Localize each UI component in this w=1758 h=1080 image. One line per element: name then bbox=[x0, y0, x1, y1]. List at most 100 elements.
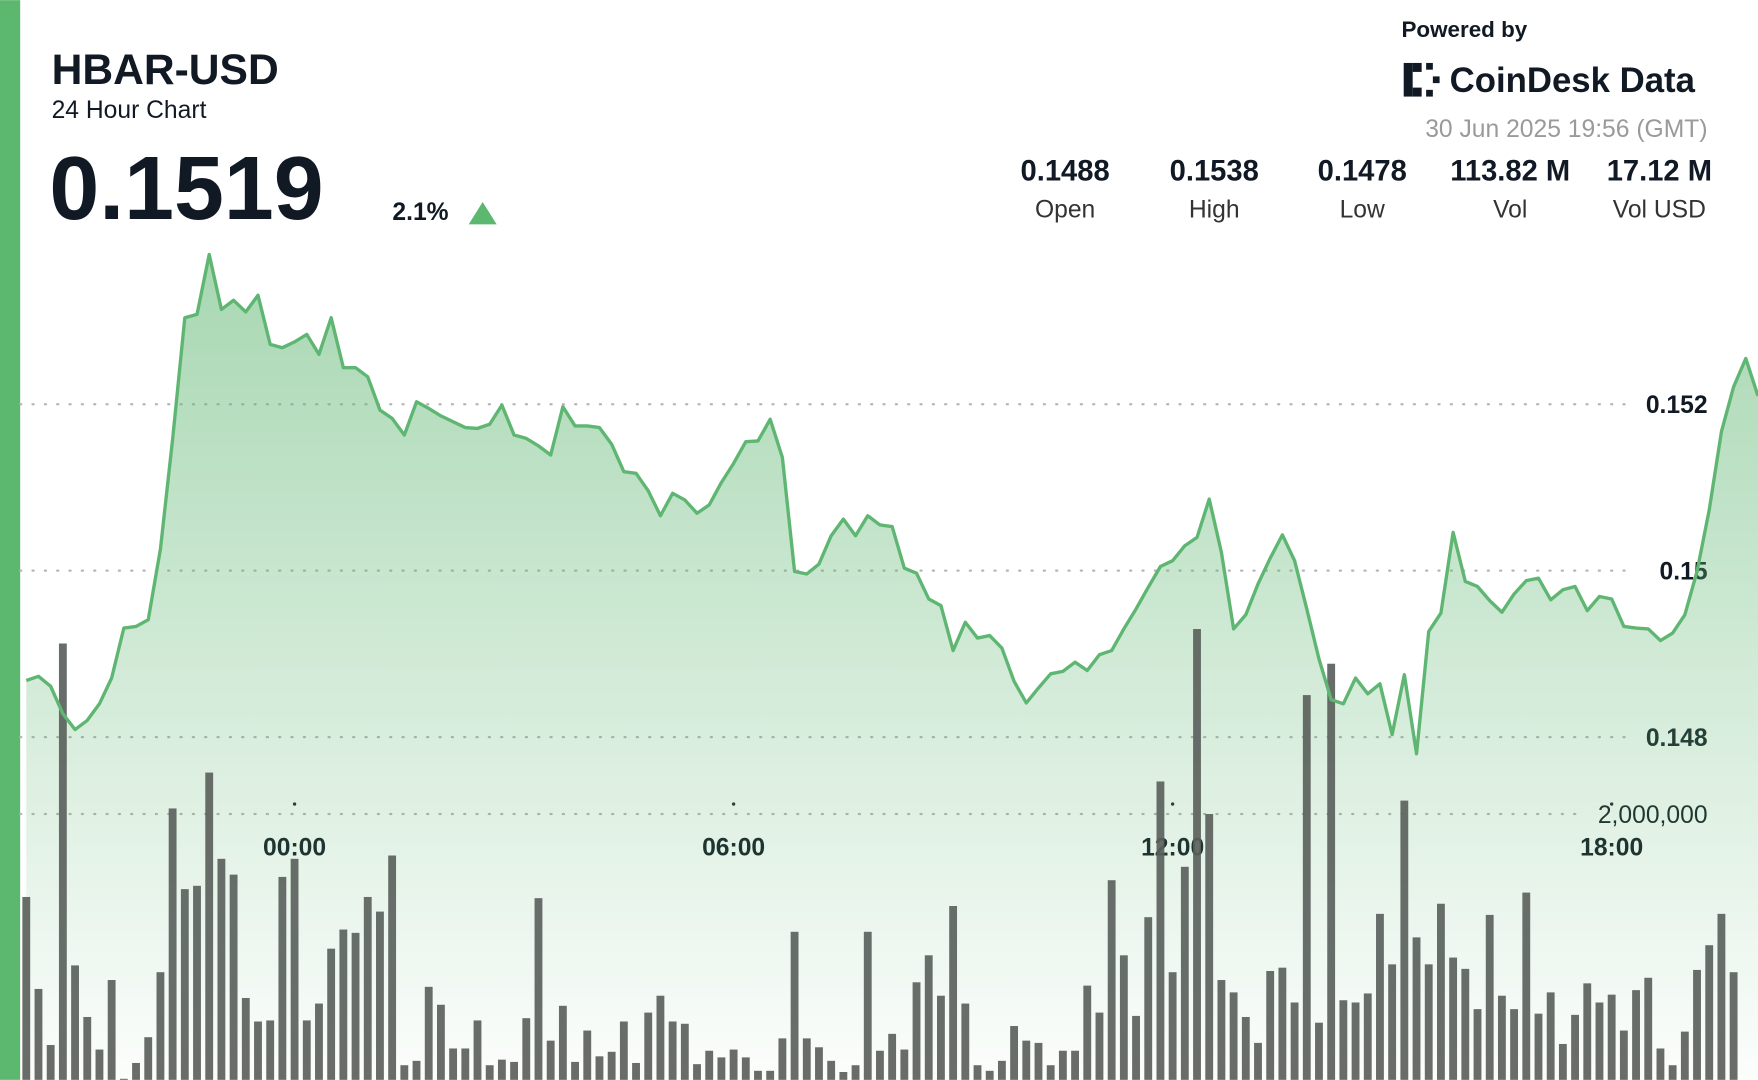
volume-bar bbox=[973, 1065, 982, 1080]
volume-bar bbox=[205, 772, 214, 1080]
volume-bar bbox=[510, 1061, 519, 1080]
volume-bar bbox=[1071, 1050, 1079, 1080]
volume-bar bbox=[1571, 1014, 1579, 1080]
timestamp: 30 Jun 2025 19:56 (GMT) bbox=[1425, 116, 1707, 143]
volume-bar bbox=[595, 1056, 604, 1080]
y-tick-label: 0.152 bbox=[1646, 392, 1708, 419]
volume-bar bbox=[1046, 1065, 1055, 1080]
volume-bar bbox=[1290, 1002, 1299, 1080]
volume-bar bbox=[1083, 985, 1092, 1080]
volume-bar bbox=[71, 965, 79, 1080]
volume-bar bbox=[412, 1060, 421, 1080]
volume-bar bbox=[266, 1020, 275, 1080]
volume-bar bbox=[839, 1072, 848, 1080]
volume-bar bbox=[583, 1030, 592, 1080]
brand-logo bbox=[1403, 62, 1440, 97]
volume-bar bbox=[327, 948, 336, 1080]
volume-bar bbox=[107, 980, 116, 1080]
volume-bar bbox=[1351, 1002, 1360, 1080]
volume-bar bbox=[1241, 1016, 1250, 1080]
volume-bar bbox=[400, 1065, 409, 1080]
volume-bar bbox=[546, 1040, 555, 1080]
volume-bar bbox=[1632, 990, 1640, 1080]
volume-bar bbox=[1644, 977, 1653, 1080]
volume-bar bbox=[936, 995, 945, 1080]
volume-bar bbox=[1497, 995, 1506, 1080]
volume-bar bbox=[388, 855, 397, 1080]
volume-bar bbox=[1205, 814, 1214, 1080]
volume-bar bbox=[34, 988, 43, 1080]
plot-area: 0.1480.150.1522,000,00000:0006:0012:0018… bbox=[19, 252, 1758, 1080]
chart-subtitle: 24 Hour Chart bbox=[52, 97, 207, 124]
volume-bar bbox=[1156, 781, 1165, 1080]
volume-bar bbox=[790, 931, 799, 1080]
volume-bar bbox=[1254, 1042, 1262, 1080]
volume-bar bbox=[278, 876, 287, 1080]
stat-label: Vol bbox=[1493, 197, 1527, 224]
volume-bar bbox=[156, 972, 165, 1080]
volume-bar bbox=[1485, 914, 1494, 1080]
volume-bar bbox=[1144, 917, 1153, 1080]
volume-bar bbox=[473, 1020, 482, 1080]
volume-bar bbox=[1010, 1026, 1019, 1080]
volume-bar bbox=[1327, 663, 1336, 1080]
stat-value: 0.1538 bbox=[1170, 156, 1259, 188]
stat-value: 0.1478 bbox=[1318, 156, 1407, 188]
price-change: 2.1% bbox=[392, 199, 448, 226]
volume-bar bbox=[180, 889, 189, 1080]
volume-bar bbox=[22, 896, 31, 1080]
volume-bar bbox=[766, 1070, 775, 1080]
volume-bar bbox=[241, 997, 250, 1080]
volume-bar bbox=[168, 808, 177, 1080]
volume-bar bbox=[1558, 1043, 1567, 1080]
volume-bar bbox=[534, 898, 543, 1080]
volume-bar bbox=[1058, 1050, 1067, 1080]
volume-bar bbox=[254, 1021, 262, 1080]
volume-bar bbox=[290, 858, 299, 1080]
volume-bar bbox=[1534, 1013, 1543, 1080]
volume-bar bbox=[1376, 913, 1384, 1080]
volume-bar bbox=[485, 1065, 494, 1080]
volume-bar bbox=[729, 1049, 738, 1080]
volume-bar bbox=[680, 1023, 689, 1080]
volume-bar bbox=[449, 1048, 458, 1080]
volume-bar bbox=[58, 643, 67, 1080]
volume-bar bbox=[924, 955, 933, 1080]
stat-value: 113.82 M bbox=[1450, 156, 1570, 188]
accent-bar bbox=[0, 0, 21, 1080]
volume-bar bbox=[558, 1005, 567, 1080]
brand-name: CoinDesk Data bbox=[1450, 62, 1696, 100]
volume-bar bbox=[1473, 1009, 1482, 1080]
volume-bar bbox=[1132, 1015, 1140, 1080]
volume-bar bbox=[778, 1038, 787, 1080]
volume-bar bbox=[193, 885, 201, 1080]
volume-bar bbox=[217, 858, 226, 1080]
volume-bar bbox=[1461, 968, 1470, 1080]
volume-bar bbox=[1546, 992, 1555, 1080]
volume-bar bbox=[1680, 1031, 1689, 1080]
stat-label: High bbox=[1189, 197, 1240, 224]
volume-bar bbox=[1693, 969, 1701, 1080]
volume-bar bbox=[705, 1050, 714, 1080]
volume-bar bbox=[1315, 1022, 1323, 1080]
volume-bar bbox=[1656, 1048, 1665, 1080]
volume-bar bbox=[1619, 1030, 1628, 1080]
stat-value: 17.12 M bbox=[1607, 156, 1712, 188]
volume-bar bbox=[1607, 994, 1616, 1080]
volume-bar bbox=[1583, 983, 1592, 1080]
volume-bar bbox=[363, 896, 372, 1080]
stat-label: Vol USD bbox=[1613, 197, 1706, 224]
area-fill bbox=[26, 254, 1758, 1080]
volume-bar bbox=[424, 986, 433, 1080]
powered-by: Powered by bbox=[1401, 17, 1527, 42]
volume-bar bbox=[656, 995, 665, 1080]
volume-bar bbox=[1595, 1002, 1604, 1080]
volume-bar bbox=[436, 1004, 445, 1080]
volume-bar bbox=[632, 1062, 640, 1080]
volume-bar bbox=[802, 1038, 811, 1080]
volume-bar bbox=[668, 1021, 677, 1080]
volume-bar bbox=[900, 1049, 909, 1080]
chart-title: HBAR-USD bbox=[52, 46, 279, 94]
volume-bar bbox=[1034, 1042, 1043, 1080]
